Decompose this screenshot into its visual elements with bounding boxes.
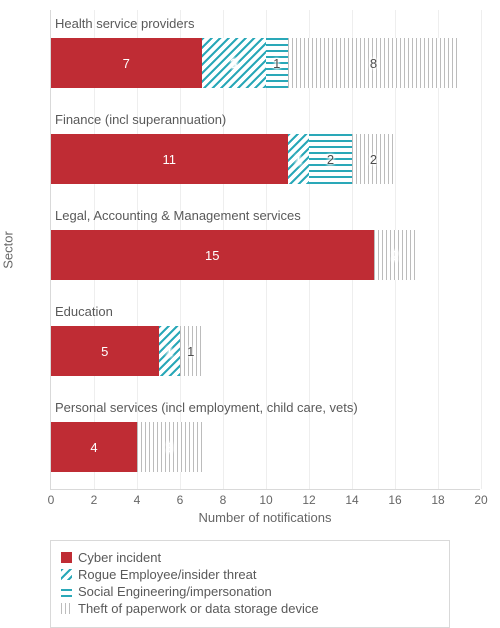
x-tick-label: 10 [259, 489, 272, 507]
bar-segment-cyber: 15 [51, 230, 374, 280]
bar-row: 15 2 [51, 230, 417, 280]
category-group: Education 5 11 [51, 298, 480, 394]
legend-item: Social Engineering/impersonation [61, 583, 439, 600]
category-label: Finance (incl superannuation) [55, 112, 226, 127]
category-label: Health service providers [55, 16, 194, 31]
bar-segment-value: 1 [295, 152, 302, 167]
category-group: Finance (incl superannuation)11122 [51, 106, 480, 202]
bar-row: 5 11 [51, 326, 202, 376]
x-tick-label: 0 [48, 489, 55, 507]
bar-segment-theft: 1 [180, 326, 202, 376]
legend-item: Rogue Employee/insider threat [61, 566, 439, 583]
bar-segment-value: 3 [166, 440, 173, 455]
bar-segment-value: 11 [163, 152, 177, 167]
bar-segment-value: 4 [90, 440, 97, 455]
legend-label: Social Engineering/impersonation [78, 584, 272, 599]
bar-segment-social: 1 [266, 38, 288, 88]
y-axis-title: Sector [1, 231, 16, 269]
category-label: Education [55, 304, 113, 319]
category-group: Personal services (incl employment, chil… [51, 394, 480, 490]
x-tick-label: 18 [431, 489, 444, 507]
bar-segment-rogue: 1 [159, 326, 181, 376]
bar-segment-value: 2 [370, 152, 377, 167]
legend-label: Rogue Employee/insider threat [78, 567, 257, 582]
bar-segment-value: 15 [205, 248, 219, 263]
bar-segment-theft: 2 [374, 230, 417, 280]
legend-label: Cyber incident [78, 550, 161, 565]
x-tick-label: 14 [345, 489, 358, 507]
legend-swatch [61, 552, 72, 563]
bar-segment-value: 1 [187, 344, 194, 359]
x-tick-label: 2 [91, 489, 98, 507]
x-axis-title: Number of notifications [50, 510, 480, 525]
bar-segment-value: 1 [273, 56, 280, 71]
plot-area: 02468101214161820Health service provider… [50, 10, 480, 490]
bar-segment-cyber: 4 [51, 422, 137, 472]
bar-segment-cyber: 5 [51, 326, 159, 376]
x-tick-label: 6 [177, 489, 184, 507]
bar-segment-rogue: 1 [288, 134, 310, 184]
x-tick-label: 12 [302, 489, 315, 507]
legend-item: Theft of paperwork or data storage devic… [61, 600, 439, 617]
bar-segment-value: 7 [123, 56, 130, 71]
bar-segment-cyber: 7 [51, 38, 202, 88]
bar-segment-value: 8 [370, 56, 377, 71]
category-group: Health service providers 7 3 1 8 [51, 10, 480, 106]
legend-item: Cyber incident [61, 549, 439, 566]
bar-segment-value: 2 [327, 152, 334, 167]
legend-swatch [61, 586, 72, 597]
bar-row: 7 3 1 8 [51, 38, 460, 88]
bar-segment-value: 5 [101, 344, 108, 359]
legend-swatch [61, 569, 72, 580]
bar-segment-social: 2 [309, 134, 352, 184]
category-group: Legal, Accounting & Management services 1… [51, 202, 480, 298]
bar-row: 11122 [51, 134, 395, 184]
legend-swatch [61, 603, 72, 614]
bar-segment-rogue: 3 [202, 38, 267, 88]
bar-segment-theft: 3 [137, 422, 202, 472]
grid-line [481, 10, 482, 489]
bar-segment-theft: 2 [352, 134, 395, 184]
bar-segment-cyber: 11 [51, 134, 288, 184]
category-label: Personal services (incl employment, chil… [55, 400, 358, 415]
x-tick-label: 16 [388, 489, 401, 507]
x-tick-label: 4 [134, 489, 141, 507]
bar-segment-value: 3 [230, 56, 237, 71]
chart-container: Sector 02468101214161820Health service p… [0, 0, 500, 627]
x-tick-label: 20 [474, 489, 487, 507]
bar-row: 43 [51, 422, 202, 472]
legend: Cyber incident Rogue Employee/insider thr… [50, 540, 450, 628]
x-tick-label: 8 [220, 489, 227, 507]
bar-segment-value: 1 [166, 344, 173, 359]
bar-segment-theft: 8 [288, 38, 460, 88]
bar-segment-value: 2 [391, 248, 398, 263]
category-label: Legal, Accounting & Management services [55, 208, 301, 223]
legend-label: Theft of paperwork or data storage devic… [78, 601, 319, 616]
